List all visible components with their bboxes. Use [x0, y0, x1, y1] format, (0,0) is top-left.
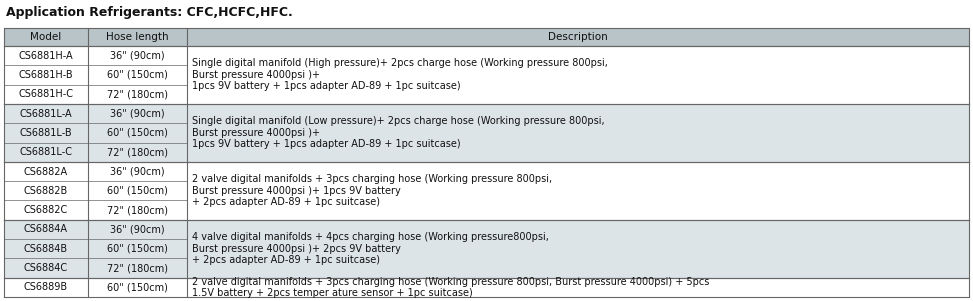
Text: 60" (150cm): 60" (150cm): [107, 128, 168, 138]
Text: Hose length: Hose length: [106, 32, 169, 42]
Text: 1.5V battery + 2pcs temper ature sensor + 1pc suitcase): 1.5V battery + 2pcs temper ature sensor …: [193, 288, 473, 298]
Text: + 2pcs adapter AD-89 + 1pc suitcase): + 2pcs adapter AD-89 + 1pc suitcase): [193, 255, 380, 265]
Text: 36" (90cm): 36" (90cm): [110, 225, 165, 234]
Text: CS6881H-C: CS6881H-C: [18, 89, 74, 99]
Text: 1pcs 9V battery + 1pcs adapter AD-89 + 1pc suitcase): 1pcs 9V battery + 1pcs adapter AD-89 + 1…: [193, 82, 461, 92]
Text: 36" (90cm): 36" (90cm): [110, 166, 165, 176]
Text: 1pcs 9V battery + 1pcs adapter AD-89 + 1pc suitcase): 1pcs 9V battery + 1pcs adapter AD-89 + 1…: [193, 139, 461, 149]
Text: CS6882B: CS6882B: [24, 186, 68, 196]
Text: 4 valve digital manifolds + 4pcs charging hose (Working pressure800psi,: 4 valve digital manifolds + 4pcs chargin…: [193, 232, 549, 242]
Bar: [4, 28, 969, 46]
Text: CS6882A: CS6882A: [24, 166, 68, 176]
Bar: [4, 104, 969, 162]
Text: + 2pcs adapter AD-89 + 1pc suitcase): + 2pcs adapter AD-89 + 1pc suitcase): [193, 197, 380, 207]
Text: CS6889B: CS6889B: [24, 282, 68, 292]
Text: 60" (150cm): 60" (150cm): [107, 244, 168, 254]
Bar: [4, 162, 969, 220]
Text: CS6881L-B: CS6881L-B: [19, 128, 72, 138]
Text: Burst pressure 4000psi )+ 2pcs 9V battery: Burst pressure 4000psi )+ 2pcs 9V batter…: [193, 244, 401, 254]
Text: CS6884A: CS6884A: [24, 225, 68, 234]
Text: Model: Model: [30, 32, 61, 42]
Text: 60" (150cm): 60" (150cm): [107, 70, 168, 80]
Bar: [4, 46, 969, 104]
Text: 60" (150cm): 60" (150cm): [107, 186, 168, 196]
Text: CS6882C: CS6882C: [24, 205, 68, 215]
Text: Description: Description: [549, 32, 608, 42]
Text: Single digital manifold (High pressure)+ 2pcs charge hose (Working pressure 800p: Single digital manifold (High pressure)+…: [193, 58, 608, 68]
Text: 60" (150cm): 60" (150cm): [107, 282, 168, 292]
Text: CS6881L-C: CS6881L-C: [19, 147, 72, 157]
Text: CS6881H-B: CS6881H-B: [18, 70, 73, 80]
Text: Burst pressure 4000psi )+: Burst pressure 4000psi )+: [193, 70, 320, 80]
Text: 36" (90cm): 36" (90cm): [110, 109, 165, 119]
Text: 72" (180cm): 72" (180cm): [107, 263, 168, 273]
Text: 72" (180cm): 72" (180cm): [107, 205, 168, 215]
Bar: [4, 220, 969, 278]
Text: CS6884B: CS6884B: [24, 244, 68, 254]
Text: 72" (180cm): 72" (180cm): [107, 147, 168, 157]
Bar: [4, 278, 969, 297]
Text: 36" (90cm): 36" (90cm): [110, 51, 165, 61]
Text: Single digital manifold (Low pressure)+ 2pcs charge hose (Working pressure 800ps: Single digital manifold (Low pressure)+ …: [193, 116, 605, 126]
Text: 72" (180cm): 72" (180cm): [107, 89, 168, 99]
Text: CS6881H-A: CS6881H-A: [18, 51, 73, 61]
Text: Application Refrigerants: CFC,HCFC,HFC.: Application Refrigerants: CFC,HCFC,HFC.: [6, 6, 293, 19]
Text: 2 valve digital manifolds + 3pcs charging hose (Working pressure 800psi,: 2 valve digital manifolds + 3pcs chargin…: [193, 174, 553, 184]
Text: Burst pressure 4000psi )+: Burst pressure 4000psi )+: [193, 128, 320, 138]
Text: CS6884C: CS6884C: [24, 263, 68, 273]
Text: Burst pressure 4000psi )+ 1pcs 9V battery: Burst pressure 4000psi )+ 1pcs 9V batter…: [193, 186, 401, 196]
Text: CS6881L-A: CS6881L-A: [19, 109, 72, 119]
Text: 2 valve digital manifolds + 3pcs charging hose (Working pressure 800psi, Burst p: 2 valve digital manifolds + 3pcs chargin…: [193, 277, 709, 287]
